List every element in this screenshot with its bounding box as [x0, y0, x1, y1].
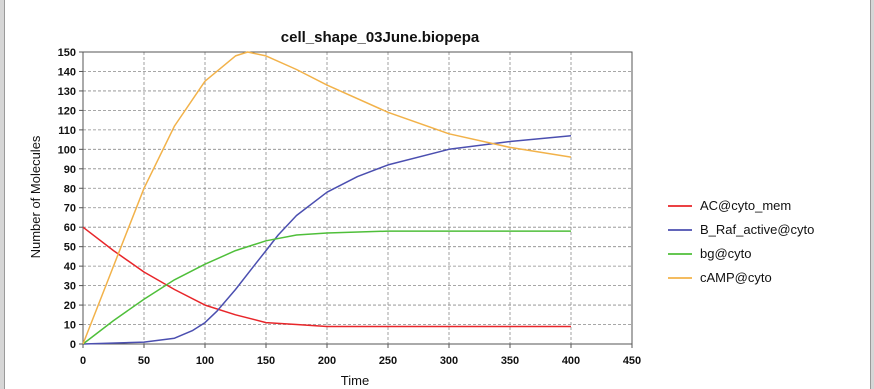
y-tick-label: 90 [64, 164, 76, 176]
chart-title: cell_shape_03June.biopepa [281, 29, 480, 46]
x-tick-label: 450 [623, 355, 641, 367]
y-tick-label: 60 [64, 222, 76, 234]
x-tick-label: 400 [562, 355, 580, 367]
series-line-4 [82, 51, 572, 345]
window-left-border [0, 0, 5, 389]
y-tick-label: 100 [58, 144, 76, 156]
y-tick-label: 130 [58, 86, 76, 98]
y-tick-label: 20 [64, 300, 76, 312]
series-line-1 [82, 226, 571, 328]
x-tick-label: 250 [379, 355, 397, 367]
x-tick-label: 300 [440, 355, 458, 367]
x-tick-label: 100 [196, 355, 214, 367]
x-tick-label: 200 [318, 355, 336, 367]
y-tick-label: 70 [64, 203, 76, 215]
y-tick-label: 30 [64, 281, 76, 293]
y-tick-label: 40 [64, 261, 76, 273]
x-axis-label: Time [341, 373, 369, 388]
legend-label-2: B_Raf_active@cyto [700, 222, 814, 237]
x-tick-label: 350 [501, 355, 519, 367]
series-line-3 [82, 230, 571, 345]
y-tick-label: 150 [58, 47, 76, 59]
legend-label-1: AC@cyto_mem [700, 198, 791, 213]
y-tick-label: 0 [70, 339, 76, 351]
x-tick-label: 0 [80, 355, 86, 367]
y-tick-label: 140 [58, 66, 76, 78]
y-tick-label: 110 [58, 125, 76, 137]
x-tick-label: 150 [257, 355, 275, 367]
legend: AC@cyto_mem B_Raf_active@cyto bg@cyto cAMP@… [668, 198, 814, 285]
tick-labels: 0 50 100 150 200 250 300 350 400 450 0 10 20 30 40 50 60… [58, 47, 642, 367]
series-line-2 [82, 134, 572, 345]
y-tick-label: 80 [64, 183, 76, 195]
chart-grid [82, 51, 633, 345]
series-layer [82, 51, 572, 345]
y-tick-label: 120 [58, 105, 76, 117]
y-tick-label: 50 [64, 242, 76, 254]
legend-label-4: cAMP@cyto [700, 270, 772, 285]
legend-label-3: bg@cyto [700, 246, 752, 261]
y-tick-label: 10 [64, 320, 76, 332]
x-tick-label: 50 [138, 355, 150, 367]
window-right-border [870, 0, 874, 389]
y-axis-label: Number of Molecules [28, 135, 43, 258]
plot-frame [82, 51, 633, 345]
